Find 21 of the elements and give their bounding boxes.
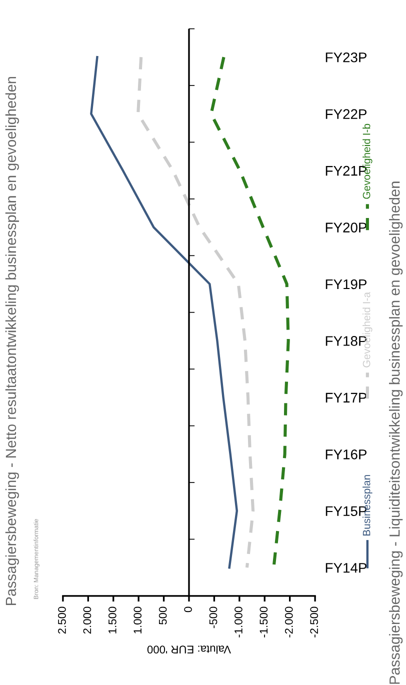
- x-tick-label: 0: [184, 606, 192, 612]
- x-tick-label: 2.500: [58, 606, 66, 634]
- x-axis-title: Valuta: EUR '000: [147, 646, 231, 654]
- x-tick-label: -500: [209, 606, 218, 628]
- text: Passagiersbeweging - Liquiditeitsontwikkeling businessplan en gevoeligheden: [389, 182, 403, 684]
- y-tick-label: FY19P: [326, 279, 367, 290]
- x-tick-label: 2.000: [83, 606, 92, 634]
- y-tick-label: FY16P: [326, 449, 367, 460]
- y-tick-label: FY23P: [326, 52, 367, 62]
- x-tick-label: 1.000: [134, 606, 142, 634]
- y-tick-label: FY17P: [326, 392, 367, 402]
- text: Passagiersbeweging - Netto resultaatontwikkeling businessplan en gevoeligheden: [5, 76, 19, 606]
- y-tick-label: FY20P: [326, 222, 367, 232]
- y-tick-label: FY14P: [326, 563, 367, 573]
- x-tick-label: -1.000: [234, 606, 242, 638]
- x-tick-label: 500: [158, 606, 167, 624]
- x-tick-label: -1.500: [260, 606, 268, 638]
- y-tick-label: FY22P: [326, 109, 367, 119]
- x-tick-label: 1.500: [108, 606, 116, 634]
- x-tick-label: -2.500: [310, 606, 318, 638]
- x-tick-label: -2.000: [284, 606, 293, 638]
